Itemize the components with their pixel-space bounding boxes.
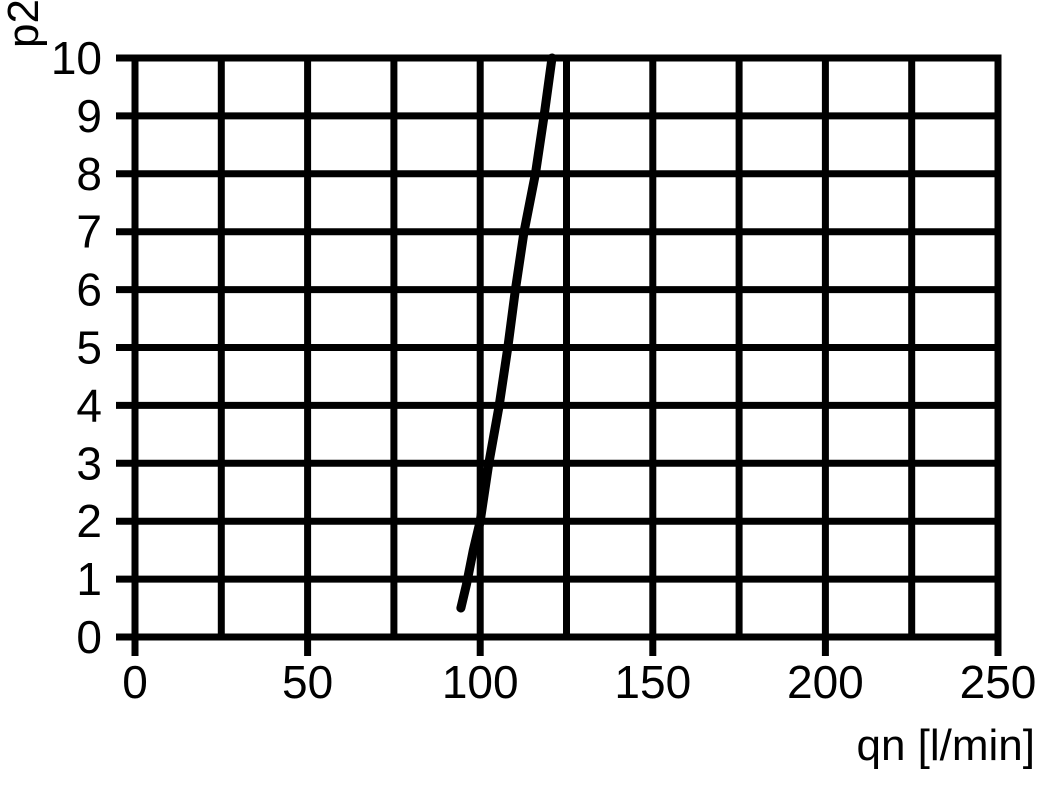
y-tick-label: 10: [51, 32, 102, 84]
x-axis-title: qn [l/min]: [856, 721, 1035, 770]
series-line-flow-characteristic: [456, 53, 557, 613]
y-tick-label: 3: [76, 437, 102, 489]
y-axis-ticks: [116, 54, 135, 641]
x-tick-label: 100: [442, 656, 519, 708]
y-tick-label: 7: [76, 206, 102, 258]
x-axis-tick-labels: 0 50 100 150 200 250: [122, 656, 1036, 708]
x-tick-label: 50: [282, 656, 333, 708]
y-tick-label: 8: [76, 148, 102, 200]
x-tick-label: 200: [787, 656, 864, 708]
y-tick-label: 0: [76, 611, 102, 663]
y-axis-tick-labels: 0 1 2 3 45 6 7 8 9 10: [51, 32, 102, 663]
y-tick-label: 1: [76, 553, 102, 605]
y-tick-label: 9: [76, 90, 102, 142]
data-series-group: [456, 53, 557, 613]
x-tick-label: 150: [614, 656, 691, 708]
y-tick-label: 4: [76, 379, 102, 431]
y-axis-title: p2 [bar]: [0, 0, 48, 48]
y-tick-label: 5: [76, 322, 102, 374]
y-tick-label: 2: [76, 495, 102, 547]
x-tick-label: 0: [122, 656, 148, 708]
x-tick-label: 250: [960, 656, 1037, 708]
y-tick-label: 6: [76, 264, 102, 316]
